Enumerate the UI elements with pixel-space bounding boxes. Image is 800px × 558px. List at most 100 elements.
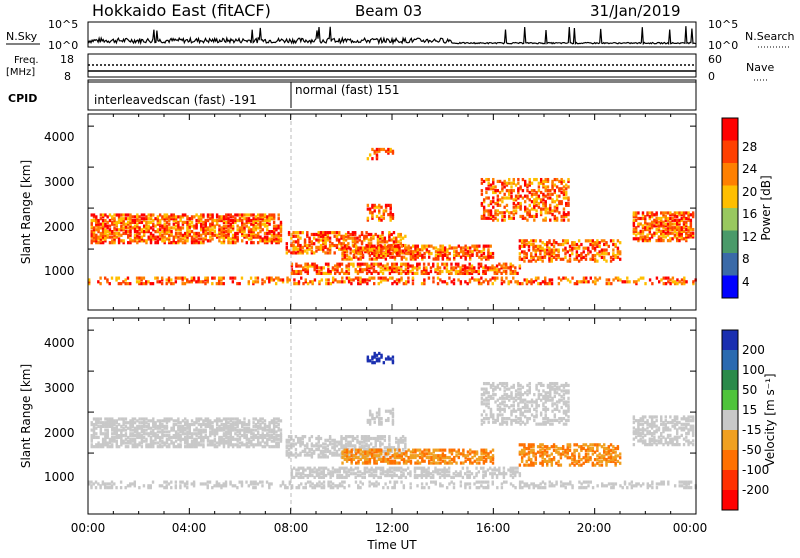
- date-title: 31/Jan/2019: [590, 2, 681, 20]
- data-cell: [173, 419, 175, 422]
- data-cell: [585, 254, 587, 257]
- data-cell: [488, 187, 490, 190]
- power-ytick-2000: 2000: [44, 220, 75, 234]
- data-cell: [357, 449, 359, 452]
- data-cell: [316, 270, 318, 273]
- data-cell: [649, 222, 651, 225]
- data-cell: [198, 436, 200, 439]
- data-cell: [207, 436, 209, 439]
- data-cell: [521, 250, 523, 253]
- data-cell: [168, 223, 170, 226]
- data-cell: [223, 215, 225, 218]
- data-cell: [492, 196, 494, 199]
- data-cell: [551, 213, 553, 216]
- data-cell: [225, 417, 227, 420]
- data-cell: [685, 228, 687, 231]
- data-cell: [373, 454, 375, 457]
- data-cell: [556, 204, 558, 207]
- data-cell: [480, 449, 482, 452]
- data-cell: [104, 277, 106, 280]
- data-cell: [414, 245, 416, 248]
- data-cell: [547, 207, 549, 210]
- data-cell: [302, 467, 304, 470]
- data-cell: [362, 450, 364, 453]
- data-cell: [508, 406, 510, 409]
- data-cell: [354, 437, 356, 440]
- data-cell: [189, 230, 191, 233]
- data-cell: [175, 430, 177, 433]
- data-cell: [341, 456, 343, 459]
- data-cell: [569, 280, 571, 283]
- data-cell: [118, 237, 120, 240]
- data-cell: [448, 467, 450, 470]
- data-cell: [687, 226, 689, 229]
- data-cell: [355, 472, 357, 475]
- data-cell: [478, 461, 480, 464]
- data-cell: [118, 213, 120, 216]
- data-cell: [297, 437, 299, 440]
- data-cell: [587, 239, 589, 242]
- data-cell: [573, 247, 575, 250]
- data-cell: [218, 417, 220, 420]
- data-cell: [157, 441, 159, 444]
- data-cell: [662, 239, 664, 242]
- data-cell: [246, 217, 248, 220]
- data-cell: [385, 257, 387, 260]
- data-cell: [562, 277, 564, 280]
- data-cell: [205, 423, 207, 426]
- data-cell: [417, 460, 419, 463]
- data-cell: [400, 268, 402, 271]
- data-cell: [612, 239, 614, 242]
- data-cell: [535, 245, 537, 248]
- data-cell: [439, 449, 441, 452]
- data-cell: [412, 454, 414, 457]
- data-cell: [487, 248, 489, 251]
- data-cell: [499, 211, 501, 214]
- data-cell: [560, 258, 562, 261]
- data-cell: [637, 217, 639, 220]
- data-cell: [207, 443, 209, 446]
- data-cell: [182, 425, 184, 428]
- data-cell: [363, 435, 365, 438]
- data-cell: [350, 449, 352, 452]
- data-cell: [517, 195, 519, 198]
- data-cell: [669, 282, 671, 285]
- data-cell: [380, 248, 382, 251]
- data-cell: [481, 178, 483, 181]
- data-cell: [676, 232, 678, 235]
- freq-label-1: Freq.: [14, 55, 39, 66]
- data-cell: [567, 185, 569, 188]
- data-cell: [382, 456, 384, 459]
- data-cell: [168, 277, 170, 280]
- data-cell: [497, 384, 499, 387]
- data-cell: [394, 460, 396, 463]
- data-cell: [549, 219, 551, 222]
- data-cell: [116, 232, 118, 235]
- data-cell: [161, 224, 163, 227]
- data-cell: [469, 470, 471, 473]
- data-cell: [348, 268, 350, 271]
- data-cell: [257, 419, 259, 422]
- data-cell: [257, 280, 259, 283]
- data-cell: [376, 460, 378, 463]
- data-cell: [442, 245, 444, 248]
- data-cell: [487, 245, 489, 248]
- data-cell: [293, 282, 295, 285]
- data-cell: [633, 228, 635, 231]
- data-cell: [535, 204, 537, 207]
- data-cell: [571, 247, 573, 250]
- data-cell: [494, 467, 496, 470]
- data-cell: [421, 245, 423, 248]
- data-cell: [474, 245, 476, 248]
- data-cell: [651, 282, 653, 285]
- data-cell: [492, 382, 494, 385]
- data-cell: [331, 231, 333, 234]
- data-cell: [311, 474, 313, 477]
- data-cell: [412, 264, 414, 267]
- data-cell: [239, 436, 241, 439]
- data-cell: [594, 277, 596, 280]
- data-cell: [412, 449, 414, 452]
- data-cell: [378, 217, 380, 220]
- data-cell: [459, 470, 461, 473]
- data-cell: [553, 239, 555, 242]
